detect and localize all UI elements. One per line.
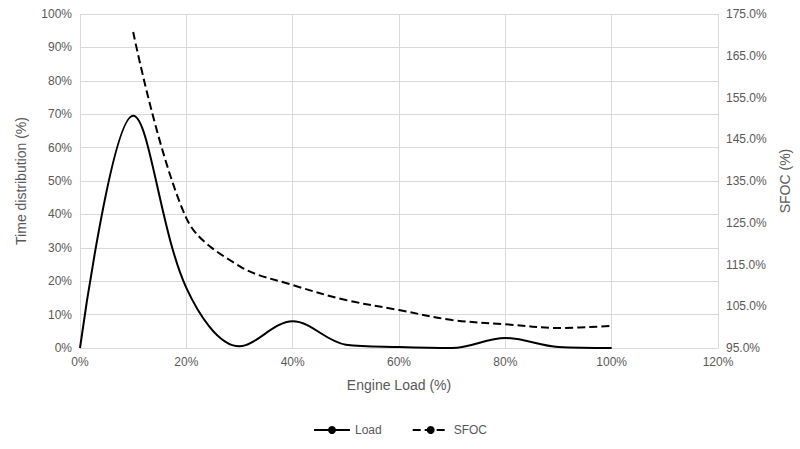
svg-text:Load: Load — [355, 423, 382, 437]
svg-text:10%: 10% — [48, 308, 72, 322]
svg-text:20%: 20% — [48, 274, 72, 288]
svg-text:50%: 50% — [48, 174, 72, 188]
svg-text:60%: 60% — [48, 141, 72, 155]
svg-text:95.0%: 95.0% — [726, 341, 760, 355]
svg-text:115.0%: 115.0% — [726, 258, 766, 272]
svg-text:0%: 0% — [71, 355, 89, 369]
svg-text:70%: 70% — [48, 107, 72, 121]
svg-text:105.0%: 105.0% — [726, 299, 767, 313]
svg-text:135.0%: 135.0% — [726, 174, 767, 188]
svg-text:100%: 100% — [41, 7, 72, 21]
svg-text:60%: 60% — [387, 355, 411, 369]
svg-text:120%: 120% — [703, 355, 734, 369]
svg-text:80%: 80% — [48, 74, 72, 88]
svg-text:Engine Load (%): Engine Load (%) — [347, 377, 451, 393]
svg-text:145.0%: 145.0% — [726, 132, 767, 146]
svg-text:155.0%: 155.0% — [726, 91, 767, 105]
svg-text:Time distribution (%): Time distribution (%) — [13, 117, 29, 245]
svg-text:165.0%: 165.0% — [726, 49, 767, 63]
svg-text:40%: 40% — [48, 207, 72, 221]
svg-text:0%: 0% — [55, 341, 73, 355]
svg-text:SFOC: SFOC — [454, 423, 488, 437]
svg-text:20%: 20% — [174, 355, 198, 369]
svg-text:30%: 30% — [48, 241, 72, 255]
svg-text:80%: 80% — [493, 355, 517, 369]
svg-text:100%: 100% — [596, 355, 627, 369]
svg-text:SFOC (%): SFOC (%) — [777, 149, 793, 214]
svg-text:175.0%: 175.0% — [726, 7, 767, 21]
svg-text:40%: 40% — [281, 355, 305, 369]
svg-text:90%: 90% — [48, 40, 72, 54]
svg-text:125.0%: 125.0% — [726, 216, 767, 230]
